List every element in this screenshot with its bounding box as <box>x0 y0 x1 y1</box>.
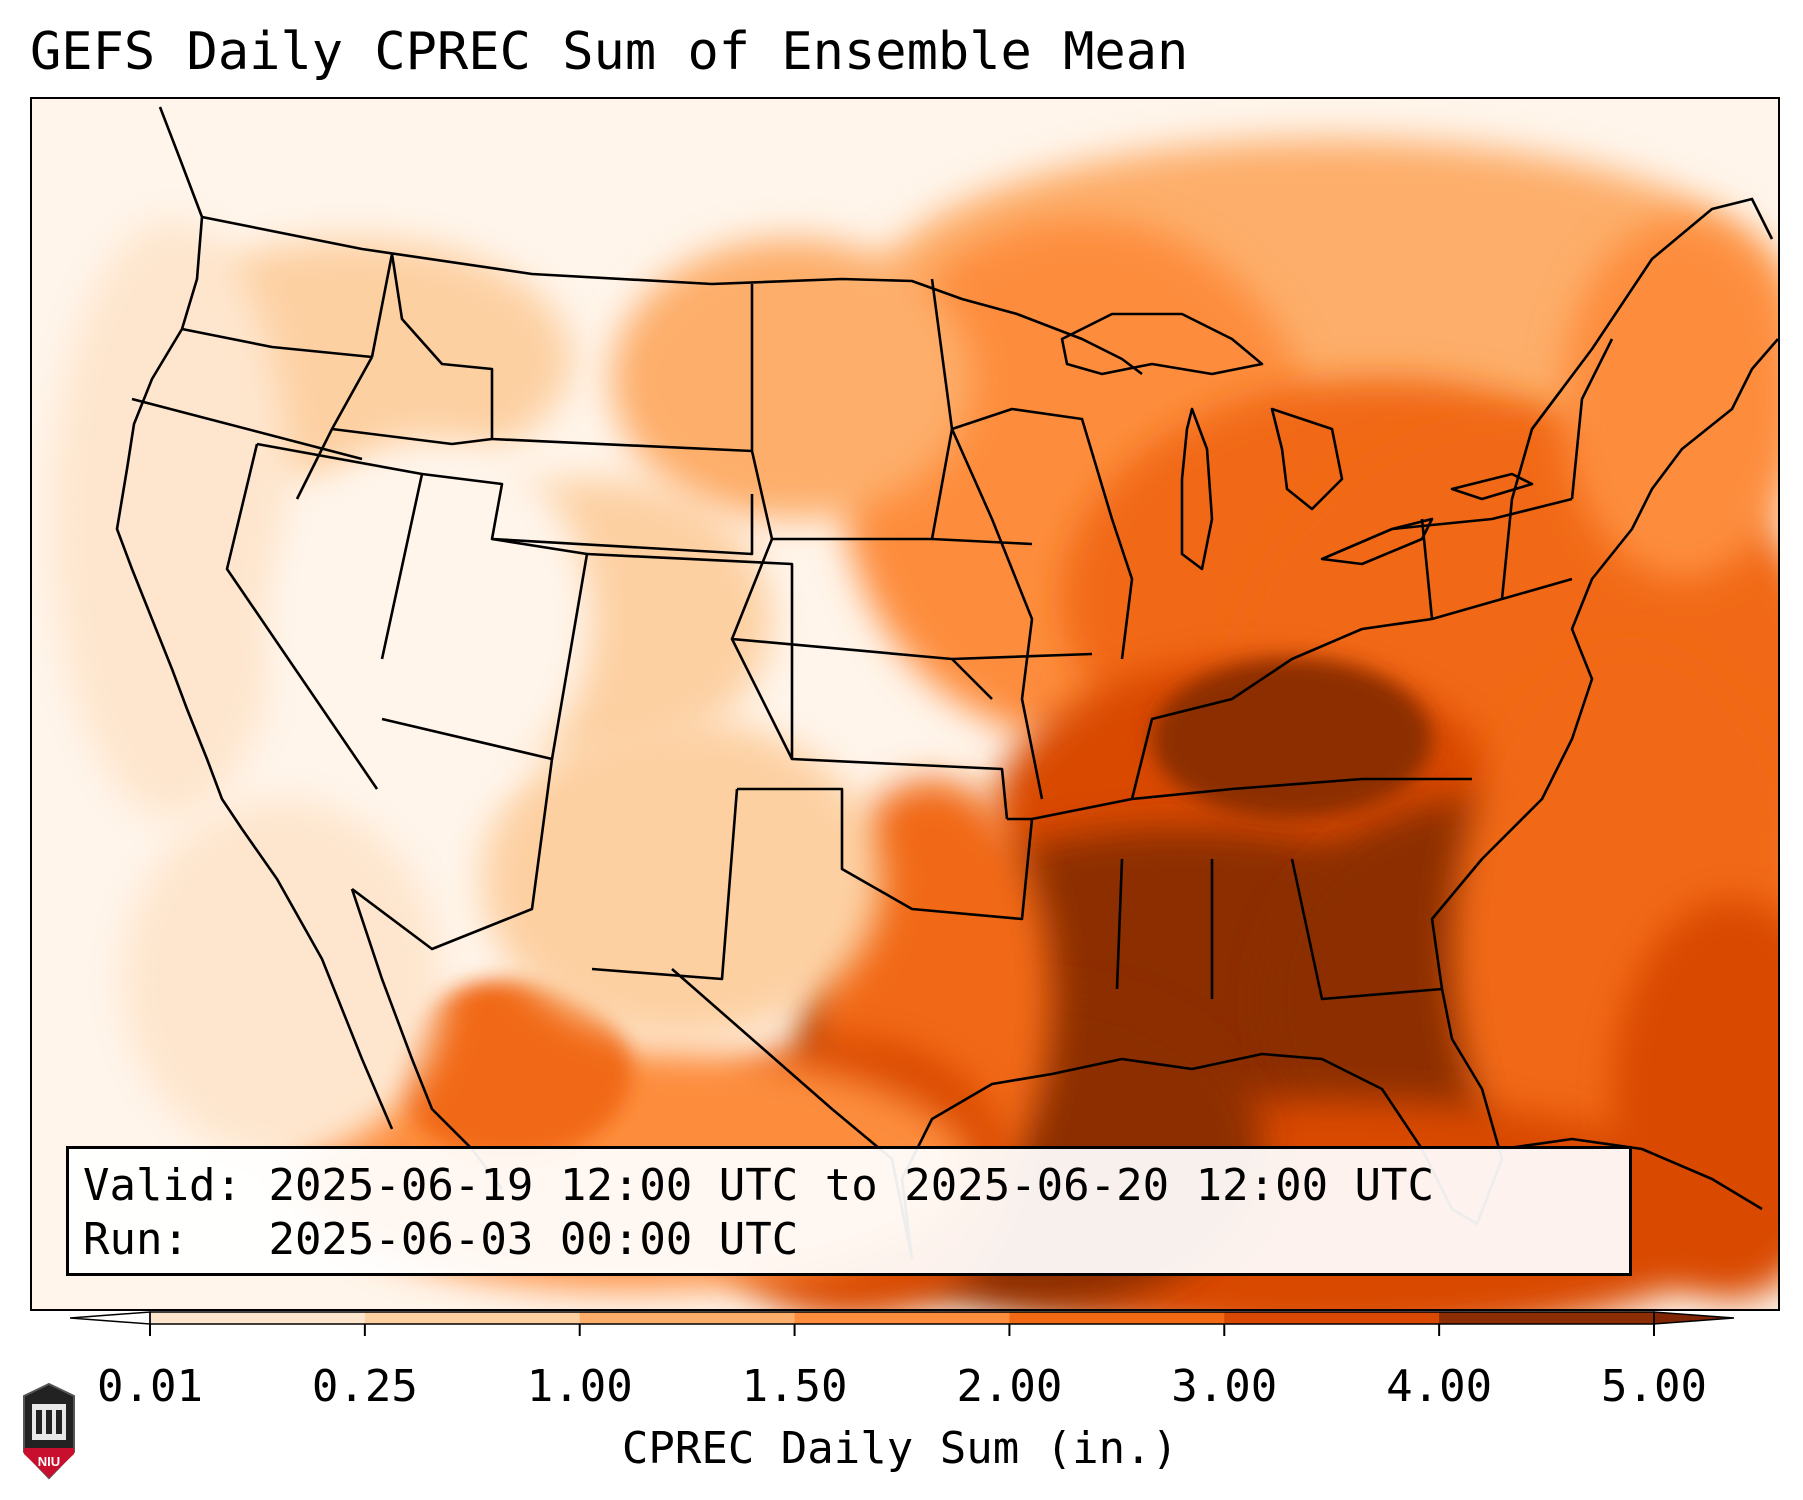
precip-region <box>392 979 632 1159</box>
dakotas <box>750 278 954 541</box>
state-boundaries <box>115 106 1778 1260</box>
precipitation-map <box>30 97 1780 1311</box>
colorbar <box>70 1311 1735 1336</box>
colorbar-segment <box>794 1312 1010 1324</box>
arizona-newmexico <box>351 758 739 981</box>
colorbar-segment <box>364 1312 581 1324</box>
lake-huron <box>1270 407 1344 511</box>
colorbar-segment <box>150 1312 366 1324</box>
colorbar-tick-label: 1.00 <box>526 1361 633 1412</box>
utah-boundary <box>381 472 589 761</box>
valid-run-info-box: Valid: 2025-06-19 12:00 UTC to 2025-06-2… <box>66 1146 1632 1276</box>
gulf-coastline <box>900 988 1504 1260</box>
baja-california <box>240 828 394 1130</box>
colorbar-tick-label: 1.50 <box>741 1361 848 1412</box>
svg-text:NIU: NIU <box>38 1454 60 1469</box>
wyoming-colorado <box>491 494 794 759</box>
canada-border <box>201 215 1143 376</box>
precip-region <box>1562 219 1778 579</box>
valid-value: 2025-06-19 12:00 UTC to 2025-06-20 12:00… <box>268 1160 1435 1211</box>
southeast-lines <box>1031 627 1472 1001</box>
precip-region <box>1612 899 1778 1299</box>
colorbar-over-triangle <box>1653 1311 1735 1325</box>
valid-time-line: Valid: 2025-06-19 12:00 UTC to 2025-06-2… <box>83 1159 1629 1213</box>
colorbar-segment <box>1439 1312 1655 1324</box>
precip-region <box>1152 659 1432 819</box>
cuba <box>1501 1137 1763 1211</box>
lake-ontario <box>1450 472 1534 501</box>
colorbar-tick-label: 4.00 <box>1386 1361 1493 1412</box>
canada-east-coast <box>1530 197 1774 430</box>
colorbar-tick-label: 0.25 <box>311 1361 418 1412</box>
colorbar-tick-label: 5.00 <box>1601 1361 1707 1412</box>
valid-label: Valid: <box>83 1160 242 1211</box>
colorbar-tick-label: 2.00 <box>956 1361 1063 1412</box>
nebraska-kansas <box>730 538 1009 820</box>
precip-region <box>122 799 442 1159</box>
precip-region <box>272 439 592 799</box>
colorbar-segment <box>579 1312 796 1324</box>
colorbar-label: CPREC Daily Sum (in.) <box>621 1423 1179 1474</box>
colorbar-segment <box>1224 1312 1440 1324</box>
colorbar-outline <box>149 1311 1655 1325</box>
oregon-california-line <box>131 397 363 461</box>
lake-michigan <box>1180 407 1214 571</box>
east-coastline <box>1430 338 1778 990</box>
montana-wyoming <box>390 253 753 453</box>
colorbar-under-triangle <box>70 1311 151 1325</box>
lake-erie <box>1320 517 1434 566</box>
colorbar-segment <box>1009 1312 1225 1324</box>
midwest-lines <box>931 407 1134 800</box>
colorbar-tick-label: 3.00 <box>1171 1361 1278 1412</box>
idaho-boundary <box>295 253 493 500</box>
run-time-line: Run: 2025-06-03 00:00 UTC <box>83 1213 1629 1267</box>
washington-oregon-line <box>181 327 373 359</box>
precipitation-field <box>52 139 1778 1309</box>
lake-superior <box>1060 312 1264 376</box>
precip-region <box>482 719 882 1039</box>
map-canvas <box>52 106 1778 1309</box>
map-title: GEFS Daily CPREC Sum of Ensemble Mean <box>30 22 1189 82</box>
precip-region <box>52 219 292 819</box>
run-label: Run: <box>83 1214 189 1265</box>
northeast-lines <box>1361 338 1614 631</box>
run-value: 2025-06-03 00:00 UTC <box>268 1214 799 1265</box>
niu-logo: NIU <box>23 1382 75 1480</box>
colorbar-tick-label: 0.01 <box>97 1361 203 1412</box>
west-coastline <box>115 106 244 830</box>
